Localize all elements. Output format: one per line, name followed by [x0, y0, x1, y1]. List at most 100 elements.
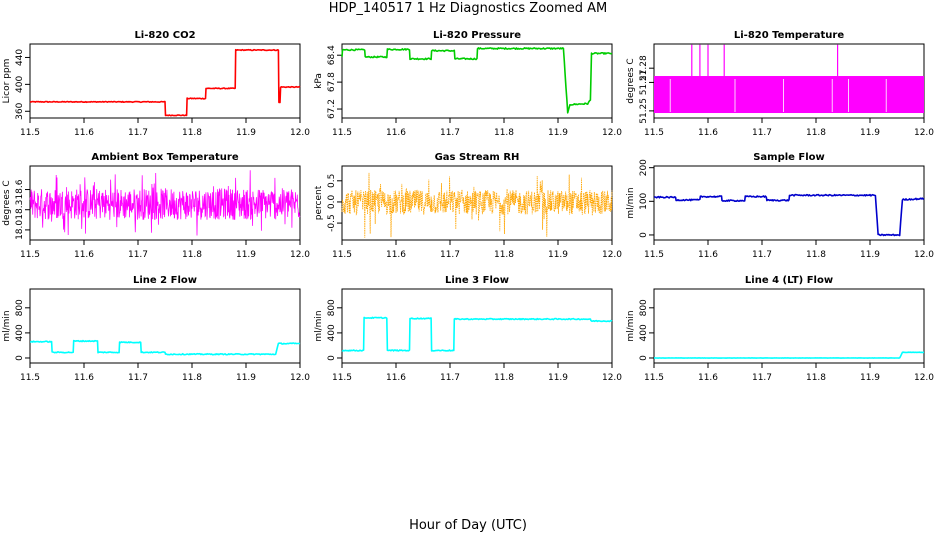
panel-title: Line 4 (LT) Flow	[745, 275, 833, 286]
x-tick-label: 11.7	[440, 373, 460, 383]
x-tick-label: 11.8	[494, 128, 514, 138]
panel-title: Li-820 Pressure	[433, 30, 521, 41]
y-axis-label: ml/min	[2, 310, 12, 341]
chart-panel: Li-820 Pressure kPa 11.5 11.6 11.7 11.8 11.9 12…	[314, 30, 622, 138]
x-tick-label: 11.7	[128, 128, 148, 138]
y-axis-label: degrees C	[2, 180, 12, 225]
data-series	[29, 48, 301, 117]
panel-title: Ambient Box Temperature	[91, 152, 238, 163]
chart-panel: Gas Stream RH percent 11.5 11.6 11.7 11.8 11.9…	[314, 152, 622, 260]
x-tick-label: 11.8	[806, 128, 826, 138]
x-tick-label: 12.0	[602, 373, 622, 383]
y-tick-label: 400	[15, 76, 25, 93]
x-tick-label: 11.6	[698, 128, 718, 138]
chart-panel: Line 4 (LT) Flow ml/min 11.5 11.6 11.7 11.8 11…	[626, 275, 934, 383]
panel-title: Gas Stream RH	[435, 152, 520, 163]
x-tick-label: 11.7	[752, 250, 772, 260]
y-tick-label: 800	[15, 299, 25, 316]
y-tick-label: 400	[639, 324, 649, 341]
x-tick-label: 11.6	[74, 128, 94, 138]
y-tick-label: 0	[327, 355, 337, 361]
y-tick-label: 440	[15, 49, 25, 66]
x-tick-label: 11.9	[860, 250, 880, 260]
x-tick-label: 11.6	[698, 373, 718, 383]
y-tick-label: 51.25	[639, 98, 649, 124]
plot-frame	[341, 288, 613, 364]
x-tick-label: 11.7	[440, 128, 460, 138]
x-tick-label: 11.5	[644, 373, 664, 383]
x-tick-label: 12.0	[602, 128, 622, 138]
y-tick-label: 0	[639, 355, 649, 361]
x-tick-label: 11.5	[20, 128, 40, 138]
x-tick-label: 12.0	[290, 128, 310, 138]
x-tick-label: 12.0	[914, 250, 934, 260]
x-tick-label: 11.9	[236, 128, 256, 138]
x-tick-label: 12.0	[914, 373, 934, 383]
chart-panel: Line 3 Flow ml/min 11.5 11.6 11.7 11.8 11.9 12.…	[314, 275, 622, 383]
chart-panel: Ambient Box Temperature degrees C 11.5 11.6…	[2, 152, 310, 260]
x-tick-label: 11.6	[386, 250, 406, 260]
x-tick-label: 11.5	[332, 373, 352, 383]
x-tick-label: 11.5	[20, 373, 40, 383]
chart-panel: Li-820 CO2 Licor ppm 11.5 11.6 11.7 11.8 11.9 1…	[2, 30, 310, 138]
data-series	[30, 339, 301, 356]
y-tick-label: 200	[639, 159, 649, 176]
y-axis-label: ml/min	[626, 310, 636, 341]
x-tick-label: 11.5	[644, 128, 664, 138]
x-tick-label: 11.9	[548, 373, 568, 383]
y-tick-label: 0.0	[327, 195, 337, 210]
y-axis-label: ml/min	[314, 310, 324, 341]
y-tick-label: 18.0	[15, 220, 25, 240]
x-tick-label: 12.0	[290, 373, 310, 383]
plot-frame	[29, 288, 301, 364]
data-series	[341, 46, 613, 114]
x-tick-label: 11.7	[752, 373, 772, 383]
figure-title: HDP_140517 1 Hz Diagnostics Zoomed AM	[328, 1, 608, 16]
data-series	[341, 172, 613, 238]
x-tick-label: 11.7	[752, 128, 772, 138]
plot-frame	[29, 165, 301, 241]
x-tick-label: 11.9	[236, 250, 256, 260]
x-axis-label: Hour of Day (UTC)	[409, 518, 527, 533]
x-tick-label: 11.5	[332, 250, 352, 260]
x-tick-label: 12.0	[914, 128, 934, 138]
x-tick-label: 12.0	[290, 250, 310, 260]
x-tick-label: 11.6	[74, 250, 94, 260]
x-tick-label: 11.7	[440, 250, 460, 260]
x-tick-label: 11.9	[236, 373, 256, 383]
panel-title: Li-820 CO2	[134, 30, 195, 41]
x-tick-label: 11.9	[860, 373, 880, 383]
plot-frame	[341, 43, 613, 119]
plot-frame	[653, 165, 925, 241]
x-tick-label: 11.5	[644, 250, 664, 260]
y-tick-label: 400	[15, 324, 25, 341]
x-tick-label: 11.6	[386, 128, 406, 138]
y-tick-label: 800	[327, 299, 337, 316]
data-series	[29, 170, 301, 236]
x-tick-label: 11.8	[806, 250, 826, 260]
panel-title: Sample Flow	[753, 152, 825, 163]
x-tick-label: 11.8	[494, 250, 514, 260]
x-tick-label: 11.8	[806, 373, 826, 383]
y-tick-label: 800	[639, 299, 649, 316]
x-tick-label: 11.6	[386, 373, 406, 383]
x-tick-label: 11.7	[128, 250, 148, 260]
data-band	[654, 76, 924, 114]
x-tick-label: 11.6	[698, 250, 718, 260]
plot-frame	[29, 43, 301, 119]
y-tick-label: 100	[639, 192, 649, 209]
x-tick-label: 11.8	[182, 250, 202, 260]
y-tick-label: 18.3	[15, 200, 25, 220]
y-tick-label: 0	[639, 232, 649, 238]
x-tick-label: 12.0	[602, 250, 622, 260]
y-axis-label: percent	[314, 185, 324, 220]
chart-panel: Li-820 Temperature degrees C 11.5 11.6 11.7 1…	[626, 30, 934, 138]
y-tick-label: 360	[15, 102, 25, 119]
data-series	[341, 316, 613, 352]
y-axis-label: kPa	[314, 73, 324, 89]
y-tick-label: 400	[327, 324, 337, 341]
panel-title: Li-820 Temperature	[734, 30, 844, 41]
y-tick-label: 68.4	[327, 45, 337, 65]
y-tick-label: -0.5	[327, 214, 337, 232]
